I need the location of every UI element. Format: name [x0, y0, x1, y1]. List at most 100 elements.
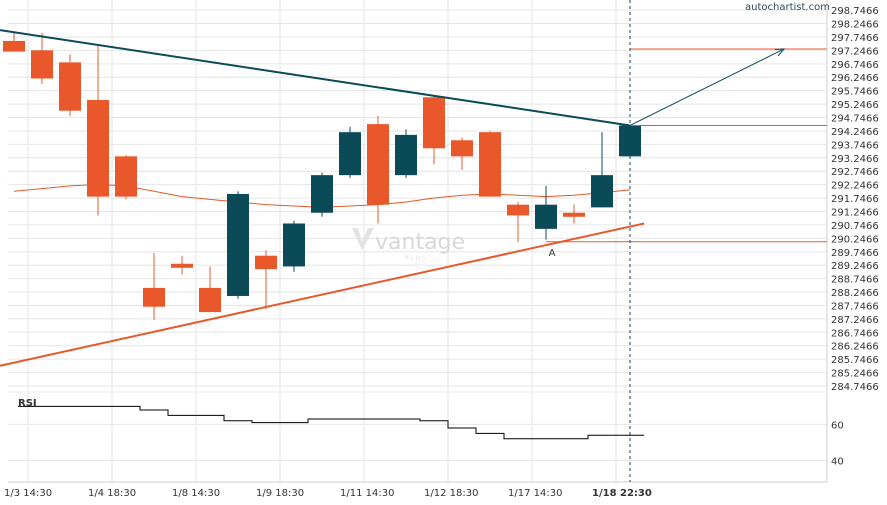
candle [479, 130, 501, 197]
candle-body [479, 132, 501, 197]
price-tick-label: 295.7466 [831, 87, 879, 98]
candle-body [87, 99, 109, 197]
candle [59, 54, 81, 117]
price-tick-label: 298.2466 [831, 20, 879, 31]
candle-body [339, 132, 361, 176]
price-tick-label: 291.2466 [831, 207, 879, 218]
price-tick-label: 298.7466 [831, 6, 879, 17]
price-tick-label: 292.2466 [831, 181, 879, 192]
candle [535, 185, 557, 240]
candle-body [535, 204, 557, 229]
resistance-line [0, 29, 631, 127]
pattern-marker-label: A [549, 248, 556, 259]
price-tick-label: 289.7466 [831, 248, 879, 259]
projection-arrow [629, 48, 785, 126]
candle-body [451, 140, 473, 157]
time-tick-label: 1/4 18:30 [88, 488, 136, 499]
support-line [0, 222, 645, 367]
time-tick-label: 1/17 14:30 [508, 488, 562, 499]
candle-body [367, 124, 389, 205]
candle [339, 126, 361, 178]
price-tick-label: 293.7466 [831, 140, 879, 151]
time-tick-label: 1/11 14:30 [340, 488, 394, 499]
time-tick-label: 1/3 14:30 [4, 488, 52, 499]
candle-body [395, 134, 417, 176]
price-tick-label: 297.7466 [831, 33, 879, 44]
projection-arrow-head [774, 48, 786, 57]
price-tick-label: 293.2466 [831, 154, 879, 165]
watermark-logo-icon [352, 228, 374, 250]
watermark: vantage PLUS [352, 228, 465, 262]
price-tick-label: 287.7466 [831, 301, 879, 312]
price-tick-label: 286.7466 [831, 328, 879, 339]
candle-body [227, 193, 249, 296]
time-tick-label: 1/18 22:30 [592, 488, 652, 499]
candle-body [311, 175, 333, 213]
candle [507, 202, 529, 243]
price-tick-label: 292.7466 [831, 167, 879, 178]
price-tick-label: 296.7466 [831, 60, 879, 71]
price-tick-label: 285.2466 [831, 369, 879, 380]
price-tick-label: 287.2466 [831, 315, 879, 326]
candle [255, 250, 277, 310]
candle [3, 32, 25, 52]
candle [283, 220, 305, 272]
candle-body [143, 287, 165, 307]
brand-label[interactable]: autochartist.com [745, 2, 830, 13]
rsi-line [18, 405, 644, 440]
price-tick-label: 295.2466 [831, 100, 879, 111]
candle [311, 172, 333, 217]
pattern-lines [0, 0, 827, 482]
price-tick-label: 290.7466 [831, 221, 879, 232]
price-tick-label: 294.7466 [831, 114, 879, 125]
candle [423, 95, 445, 165]
candle-body [591, 175, 613, 208]
rsi-panel [18, 405, 644, 440]
candle [143, 253, 165, 321]
time-tick-label: 1/9 18:30 [256, 488, 304, 499]
price-tick-label: 285.7466 [831, 355, 879, 366]
price-tick-label: 286.2466 [831, 342, 879, 353]
candle-body [171, 263, 193, 268]
rsi-tick-label: 40 [831, 456, 844, 467]
watermark-sub: PLUS [405, 255, 428, 262]
watermark-text: vantage [375, 230, 465, 255]
candle-body [3, 40, 25, 52]
candle-body [115, 156, 137, 197]
price-tick-label: 297.2466 [831, 46, 879, 57]
time-tick-label: 1/8 14:30 [172, 488, 220, 499]
price-tick-label: 290.2466 [831, 234, 879, 245]
price-tick-label: 288.7466 [831, 275, 879, 286]
candle [199, 266, 221, 313]
candle [171, 255, 193, 275]
candle [115, 155, 137, 200]
candle [227, 191, 249, 299]
price-tick-label: 289.2466 [831, 261, 879, 272]
candle [31, 32, 53, 84]
candle-body [563, 212, 585, 217]
candle [367, 116, 389, 224]
price-tick-label: 288.2466 [831, 288, 879, 299]
candle-body [507, 204, 529, 216]
rsi-tick-label: 60 [831, 420, 844, 431]
candles [3, 32, 641, 321]
candle-body [423, 97, 445, 149]
candle-body [283, 223, 305, 267]
candle-body [59, 62, 81, 111]
grid-lines [8, 0, 828, 483]
candle [591, 132, 613, 208]
price-tick-label: 294.2466 [831, 127, 879, 138]
price-tick-label: 291.7466 [831, 194, 879, 205]
candle [451, 137, 473, 170]
candle-body [255, 255, 277, 270]
price-tick-label: 284.7466 [831, 382, 879, 393]
candle-body [31, 50, 53, 79]
rsi-label: RSI [18, 398, 37, 409]
candle [87, 46, 109, 216]
price-axis: 298.7466 298.2466 297.7466 297.2466 296.7466… [831, 6, 879, 467]
time-axis: 1/3 14:30 1/4 18:30 1/8 14:30 1/9 18:30 1/11… [4, 488, 652, 499]
candle [563, 204, 585, 224]
candle-body [199, 287, 221, 313]
time-tick-label: 1/12 18:30 [424, 488, 478, 499]
